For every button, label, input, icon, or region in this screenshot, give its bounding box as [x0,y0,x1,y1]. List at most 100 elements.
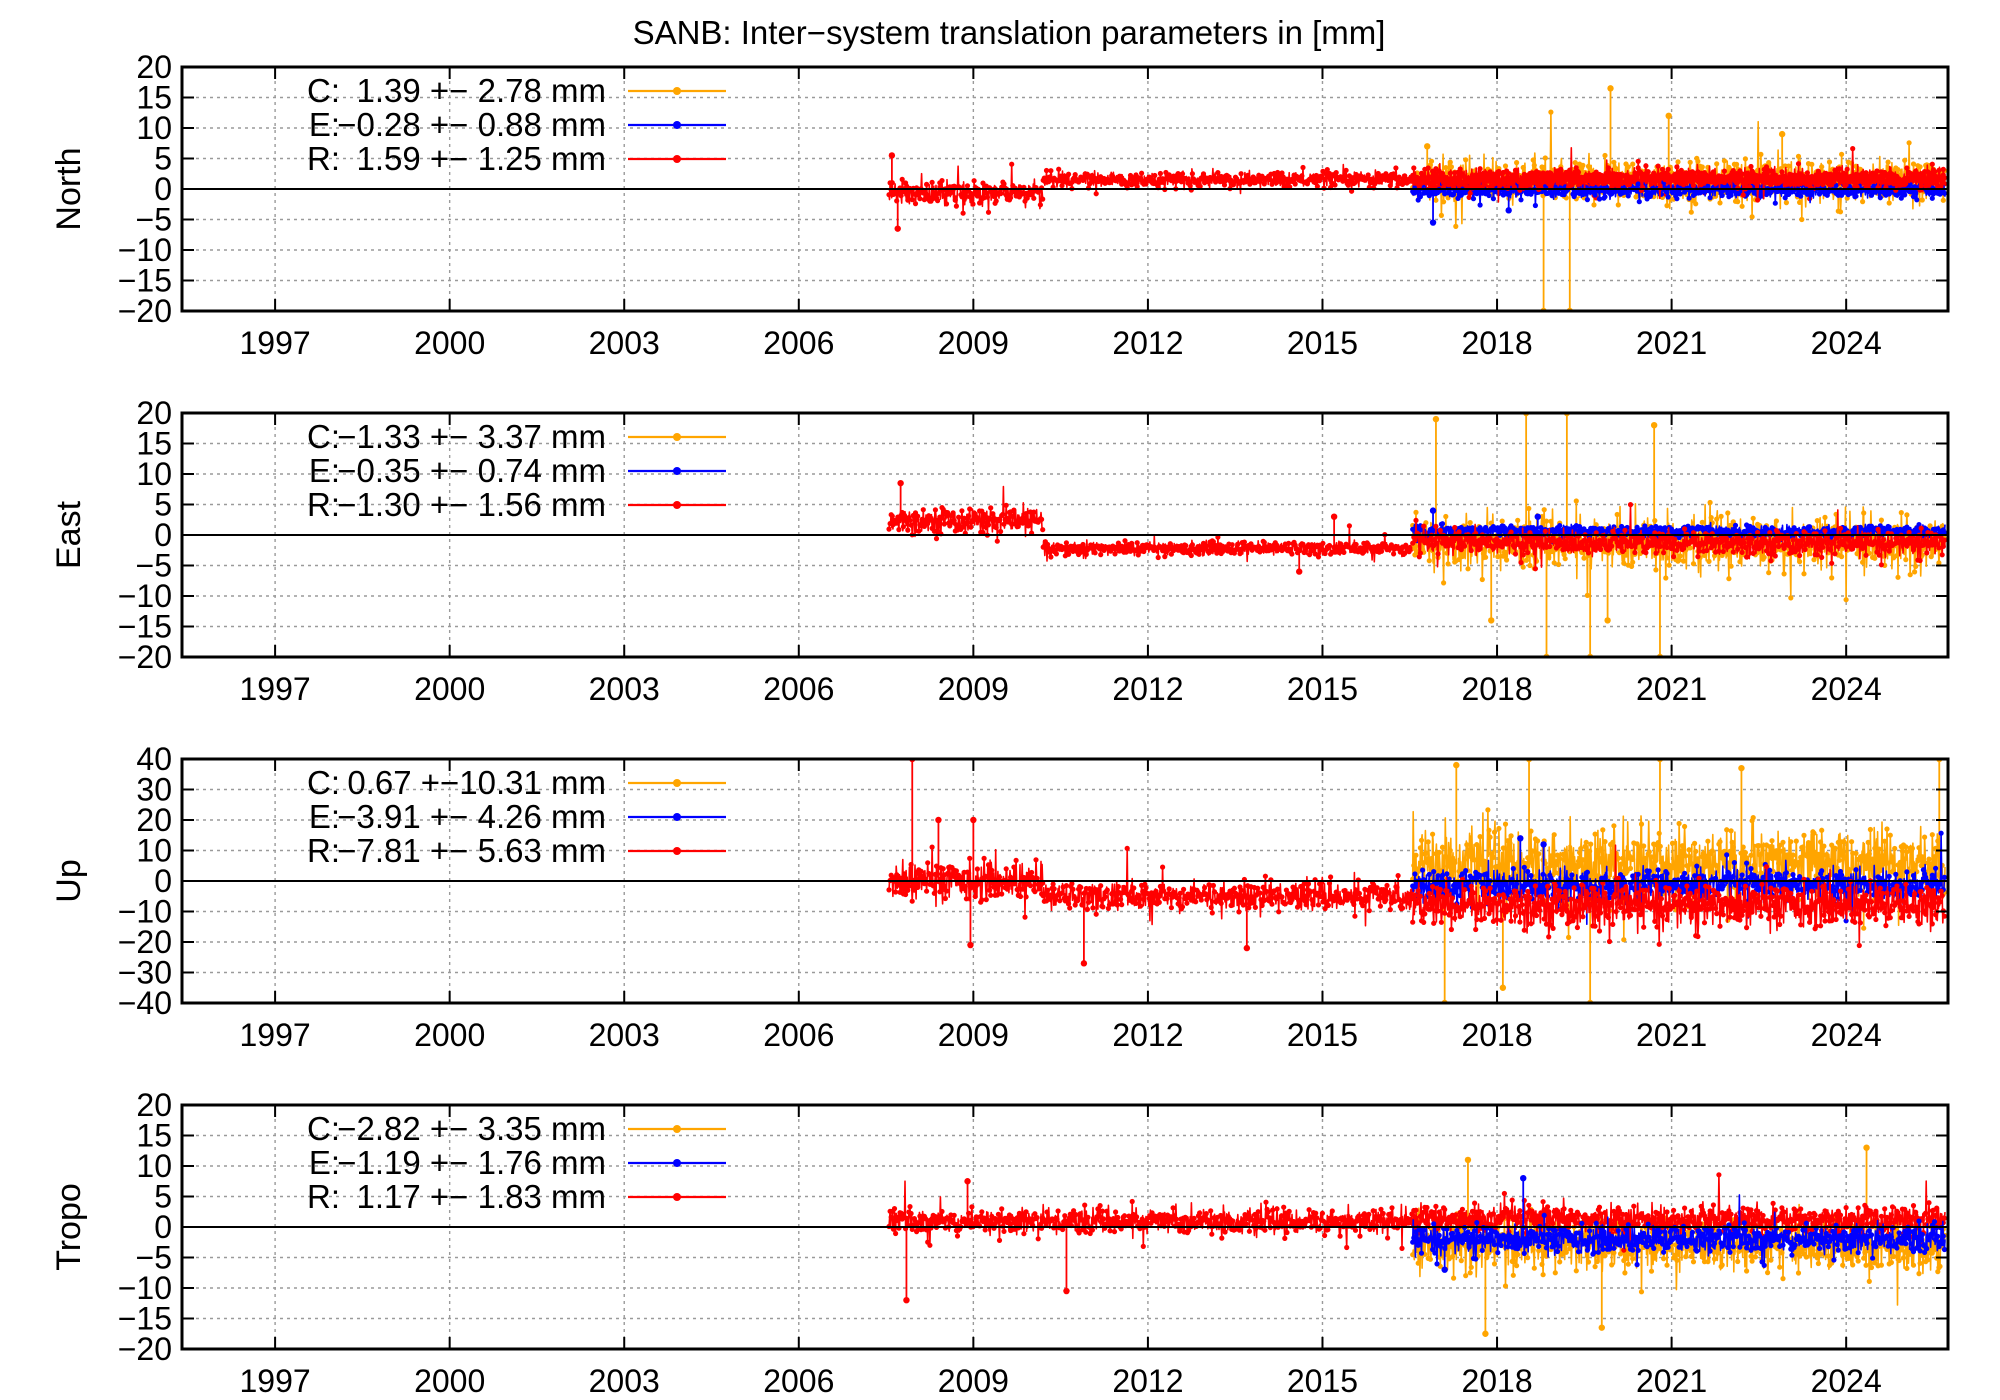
x-tick-label: 2012 [1112,671,1183,707]
series-C-line [1411,809,1946,941]
panel-north: 1997 2000 2003 2006 2009 2012 2015 2018 2021 2024… [50,49,1950,361]
chart-panels: 1997 2000 2003 2006 2009 2012 2015 2018 2021 2024… [50,49,1950,1399]
legend: C: 0.67 +−10.31 mmE:−3.91 +− 4.26 mmR:−7.… [307,764,726,869]
series-R-spike-point [1296,568,1303,575]
legend-swatch-point [673,1125,681,1133]
x-tick-label: 2012 [1112,325,1183,361]
series-C-points [1410,498,1948,603]
series-E-spike-point [1517,835,1524,842]
series-R-spike-point [888,152,896,159]
series-E-spike-point [1534,513,1541,520]
series-R-spike-point [894,225,901,232]
series-R-spike-point [1080,960,1088,967]
y-tick-label: 20 [136,395,172,431]
series-C-spike-point [1598,1324,1605,1331]
chart-title: SANB: Inter−system translation parameter… [633,14,1386,51]
legend-swatch-point [673,467,681,475]
y-tick-label: 40 [136,741,172,777]
y-tick-label: 10 [136,110,172,146]
series-E-spike-point [1520,1175,1527,1182]
x-tick-label: 2003 [589,671,660,707]
y-tick-label: 20 [136,1087,172,1123]
series-R [1410,501,1948,572]
y-tick-label: −10 [118,578,172,614]
y-tick-label: 20 [136,802,172,838]
x-tick-label: 2003 [589,1017,660,1053]
x-tick-label: 2012 [1112,1363,1183,1399]
y-tick-label: 15 [136,80,172,116]
legend-key: C: [307,1110,340,1147]
x-tick-label: 2003 [589,1363,660,1399]
series-E-spike-point [1429,219,1437,226]
series-R-spike-point [967,941,974,949]
series-C-spike-point [1499,984,1507,991]
ticks: 1997 2000 2003 2006 2009 2012 2015 2018 2021 2024… [118,395,1948,707]
legend-key: R: [307,832,340,869]
legend-swatch-point [673,501,681,509]
y-tick-label: −20 [118,639,172,675]
y-tick-label: 30 [136,772,172,808]
series-C-spike-point [1488,617,1495,624]
x-tick-label: 2006 [763,325,834,361]
y-tick-label: 0 [154,171,172,207]
y-tick-label: −5 [136,202,172,238]
x-tick-label: 2009 [938,325,1009,361]
legend-key: E: [309,106,340,143]
legend: C:−1.33 +− 3.37 mmE:−0.35 +− 0.74 mmR:−1… [307,418,726,523]
series-R-spike-point [897,479,904,487]
y-tick-label: 5 [154,1179,172,1215]
ticks: 1997 2000 2003 2006 2009 2012 2015 2018 2021 2024… [118,49,1948,361]
legend-key: E: [309,1144,340,1181]
series-R-spike-point [970,816,977,824]
y-tick-label: −15 [118,609,172,645]
series-R-points [1040,523,1415,561]
data-area [886,85,1948,311]
y-axis-label: East [50,500,88,569]
legend-key: E: [309,452,340,489]
x-tick-label: 2000 [414,1017,485,1053]
legend-key: R: [307,486,340,523]
y-tick-label: 10 [136,456,172,492]
x-tick-label: 2024 [1811,671,1882,707]
x-tick-label: 1997 [240,1017,311,1053]
panel-tropo: 1997 2000 2003 2006 2009 2012 2015 2018 2021 2024… [50,1087,1950,1399]
series-R-spike-point [964,1178,971,1185]
x-tick-label: 2015 [1287,1363,1358,1399]
legend-swatch-point [673,433,681,441]
series-C-spike-point [1863,1144,1870,1151]
y-axis-label: North [50,147,88,230]
series-R-points [886,1198,1415,1251]
series-R [1410,844,1948,949]
series-E-spike-point [1441,1266,1448,1273]
x-tick-label: 2009 [938,1017,1009,1053]
series-R-spike-point [1243,944,1251,952]
legend-swatch-point [673,1193,681,1201]
y-tick-label: 15 [136,1118,172,1154]
series-E [1410,1175,1948,1273]
y-tick-label: −30 [118,955,172,991]
y-tick-label: −5 [136,548,172,584]
x-tick-label: 2021 [1636,671,1707,707]
series-C-spike-point [1607,85,1614,92]
x-tick-label: 2015 [1287,325,1358,361]
panel-east: 1997 2000 2003 2006 2009 2012 2015 2018 2021 2024… [50,395,1950,707]
panel-up: 1997 2000 2003 2006 2009 2012 2015 2018 2021 2024… [50,741,1950,1053]
legend-entry: −2.82 +− 3.35 mm [337,1110,606,1147]
series-R-spike-point [903,1297,910,1304]
legend-entry: −1.33 +− 3.37 mm [337,418,606,455]
y-tick-label: −10 [118,232,172,268]
series-R-points [886,844,1046,920]
y-tick-label: −40 [118,985,172,1021]
legend-swatch-point [673,1159,681,1167]
series-E-spike-point [1429,507,1437,514]
y-tick-label: −20 [118,924,172,960]
legend-entry: 1.17 +− 1.83 mm [357,1178,606,1215]
series-C-spike-point [1650,422,1658,429]
ticks: 1997 2000 2003 2006 2009 2012 2015 2018 2021 2024… [118,741,1948,1053]
x-tick-label: 2000 [414,671,485,707]
y-tick-label: −15 [118,1301,172,1337]
series-C-spike-point [1604,617,1611,624]
x-tick-label: 2012 [1112,1017,1183,1053]
x-tick-label: 2024 [1811,1017,1882,1053]
x-tick-label: 1997 [240,325,311,361]
